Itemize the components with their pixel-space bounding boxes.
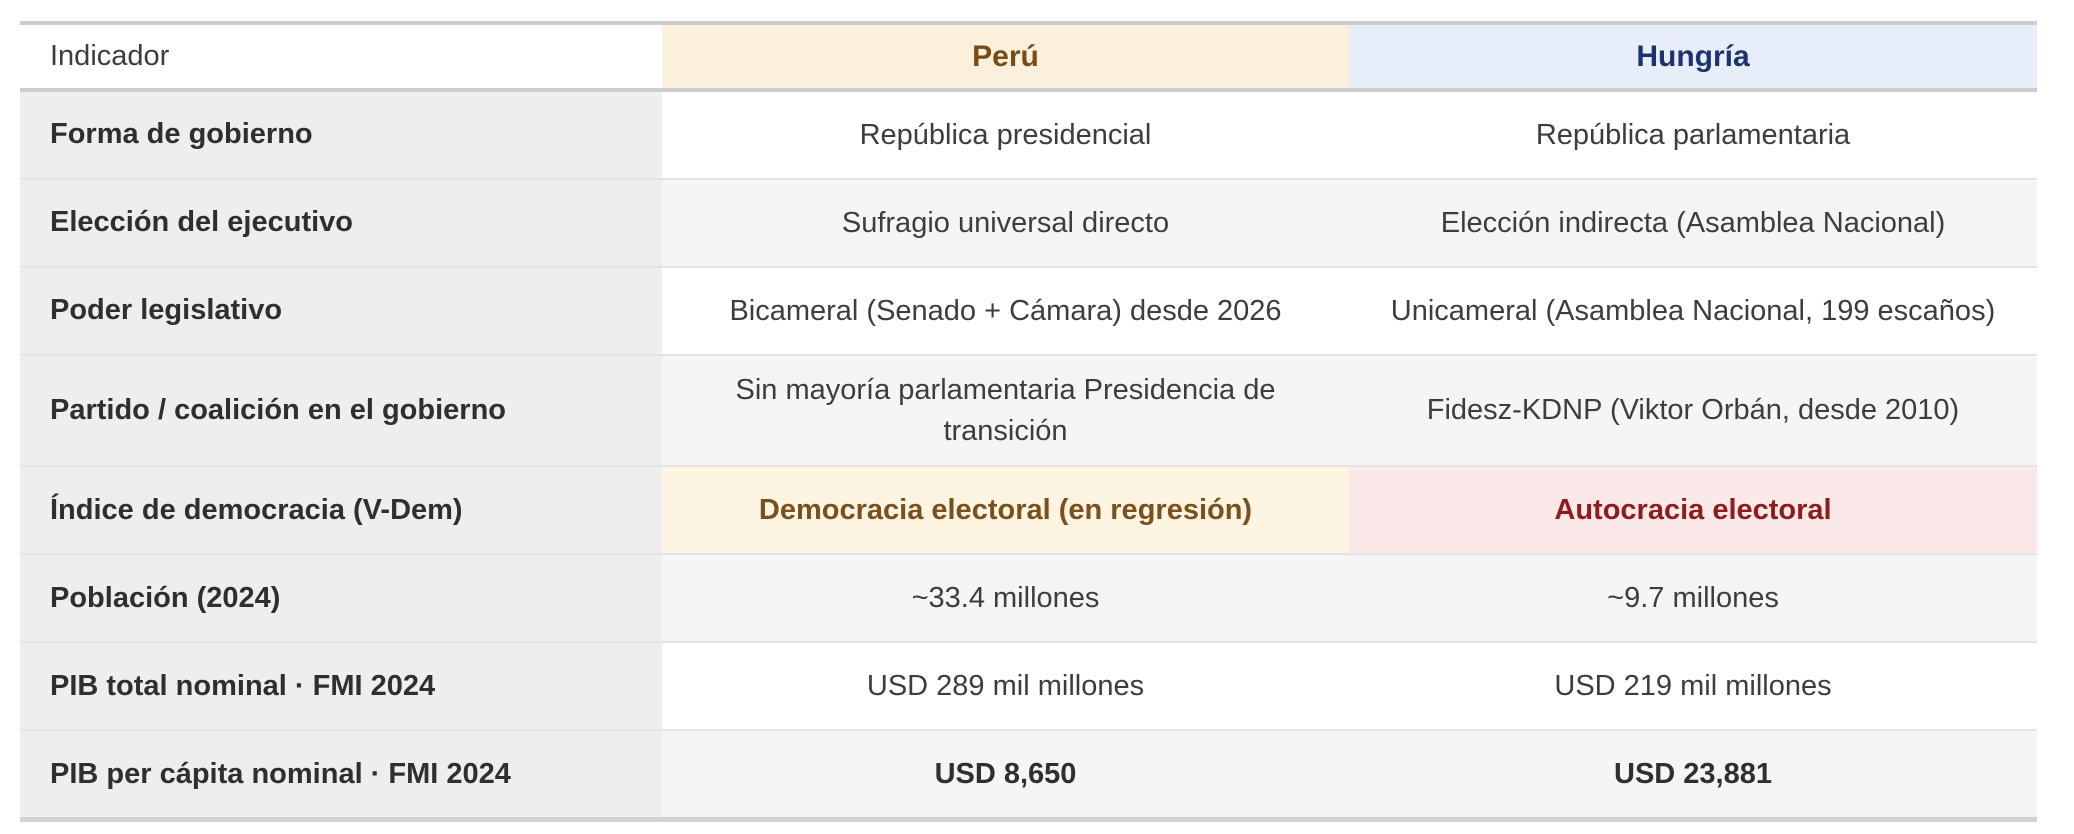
peru-value-cell: Democracia electoral (en regresión) (662, 467, 1349, 554)
table-header-row: Indicador Perú Hungría (20, 25, 2037, 92)
table-body: Forma de gobierno República presidencial… (20, 92, 2037, 818)
hungria-value-cell: República parlamentaria (1349, 92, 2037, 178)
table-row: Poder legislativo Bicameral (Senado + Cá… (20, 266, 2037, 354)
peru-value-cell: República presidencial (662, 92, 1349, 178)
table-row: Población (2024) ~33.4 millones ~9.7 mil… (20, 553, 2037, 642)
row-label: Poder legislativo (20, 268, 662, 354)
hungria-value-cell: Unicameral (Asamblea Nacional, 199 escañ… (1349, 268, 2037, 354)
row-label: Forma de gobierno (20, 92, 662, 178)
row-label: Elección del ejecutivo (20, 180, 662, 266)
hungria-value-cell: Autocracia electoral (1349, 467, 2037, 554)
hungria-value-cell: USD 219 mil millones (1349, 643, 2037, 730)
peru-value-cell: Sufragio universal directo (662, 180, 1349, 266)
table-row: Forma de gobierno República presidencial… (20, 92, 2037, 178)
hungria-value-cell: Fidesz-KDNP (Viktor Orbán, desde 2010) (1349, 356, 2037, 466)
comparison-table: Indicador Perú Hungría Forma de gobierno… (20, 21, 2037, 823)
header-indicator: Indicador (20, 25, 662, 88)
row-label: PIB total nominal · FMI 2024 (20, 643, 662, 730)
header-peru: Perú (662, 25, 1349, 88)
row-label: PIB per cápita nominal · FMI 2024 (20, 731, 662, 818)
peru-value-cell: Bicameral (Senado + Cámara) desde 2026 (662, 268, 1349, 354)
peru-value-cell: Sin mayoría parlamentaria Presidencia de… (662, 356, 1349, 466)
table-row: Índice de democracia (V-Dem) Democracia … (20, 465, 2037, 554)
peru-value-cell: ~33.4 millones (662, 555, 1349, 642)
row-label: Partido / coalición en el gobierno (20, 356, 662, 466)
table-row: Partido / coalición en el gobierno Sin m… (20, 354, 2037, 466)
hungria-value-cell: USD 23,881 (1349, 731, 2037, 818)
row-label: Índice de democracia (V-Dem) (20, 467, 662, 554)
table-row: PIB total nominal · FMI 2024 USD 289 mil… (20, 641, 2037, 730)
table-row: Elección del ejecutivo Sufragio universa… (20, 178, 2037, 266)
hungria-value-cell: Elección indirecta (Asamblea Nacional) (1349, 180, 2037, 266)
header-hungria: Hungría (1349, 25, 2037, 88)
row-label: Población (2024) (20, 555, 662, 642)
peru-value-cell: USD 8,650 (662, 731, 1349, 818)
hungria-value-cell: ~9.7 millones (1349, 555, 2037, 642)
table-row: PIB per cápita nominal · FMI 2024 USD 8,… (20, 729, 2037, 818)
peru-value-cell: USD 289 mil millones (662, 643, 1349, 730)
